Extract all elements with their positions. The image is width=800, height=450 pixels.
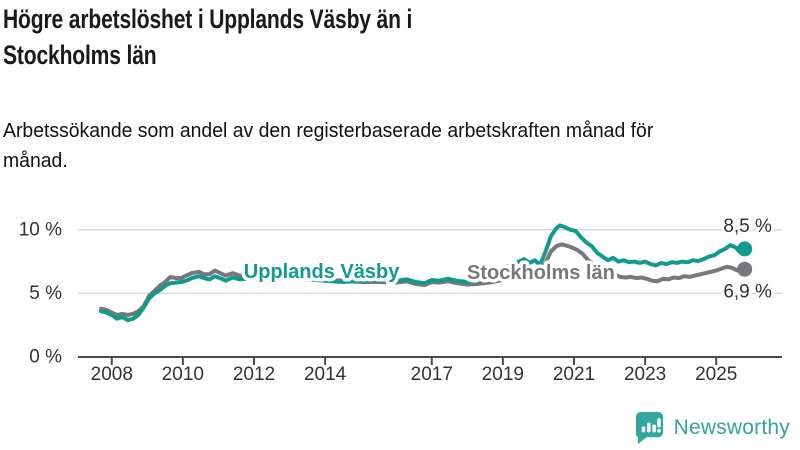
series-label-stockholms-lan: Stockholms län — [467, 262, 615, 284]
series-line-upplands-vasby — [99, 223, 747, 323]
x-tick-label: 2019 — [482, 364, 524, 385]
x-tick-label: 2014 — [304, 364, 347, 385]
x-tick-label: 2023 — [624, 364, 666, 385]
x-tick-label: 2008 — [91, 364, 133, 385]
x-tick-label: 2010 — [162, 364, 204, 385]
newsworthy-logo-text: Newsworthy — [673, 415, 790, 439]
y-tick-label: 10 % — [19, 219, 62, 240]
x-tick-label: 2025 — [695, 364, 737, 385]
newsworthy-logo: Newsworthy — [634, 411, 790, 444]
series-line-stockholms-lan — [99, 242, 747, 317]
x-tick-label: 2021 — [553, 364, 595, 385]
chart-title: Högre arbetslöshet i Upplands Väsby än i… — [3, 4, 413, 70]
value-annotation-upplands-vasby: 8,5 % — [723, 216, 772, 237]
value-annotation-stockholms-lan: 6,9 % — [723, 282, 772, 303]
x-tick-label: 2017 — [411, 364, 453, 385]
x-tick-label: 2012 — [233, 364, 275, 385]
chart-subtitle: Arbetssökande som andel av den registerb… — [3, 120, 654, 172]
series-label-upplands-vasby: Upplands Väsby — [244, 261, 400, 283]
series-end-dot-stockholms-lan — [737, 261, 753, 277]
newsworthy-logo-icon — [635, 412, 663, 444]
series-end-dot-upplands-vasby — [737, 241, 753, 257]
y-tick-label: 0 % — [29, 347, 62, 368]
y-tick-label: 5 % — [29, 283, 62, 304]
